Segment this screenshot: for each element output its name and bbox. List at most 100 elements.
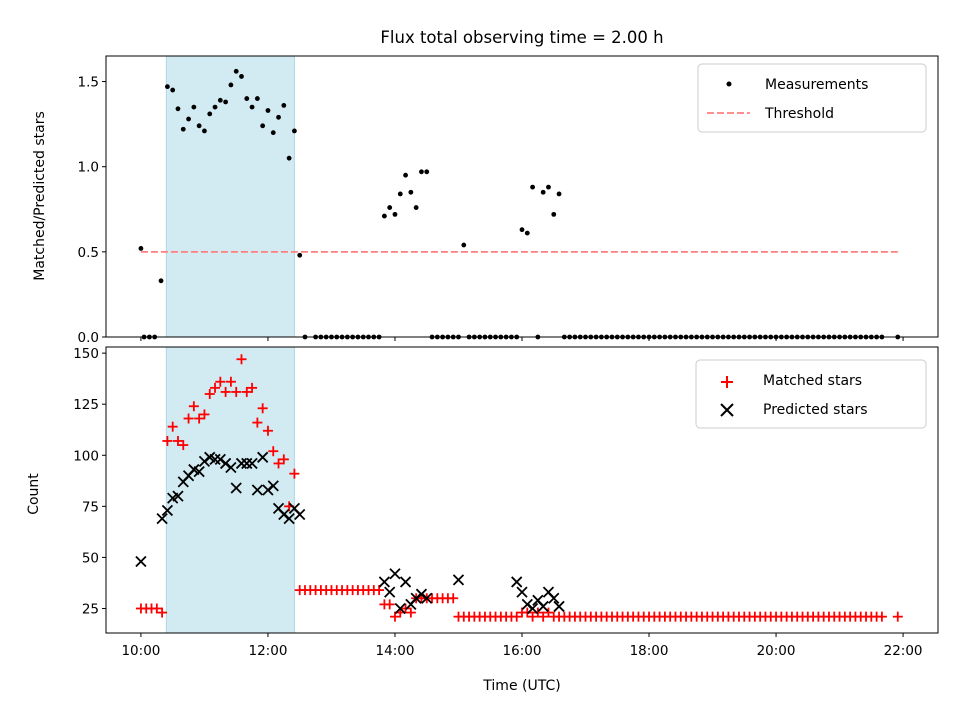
measurement-point xyxy=(699,334,705,340)
measurement-point xyxy=(493,334,498,340)
measurement-point xyxy=(598,334,604,340)
measurement-point xyxy=(847,334,853,340)
legend-measurements-marker xyxy=(726,81,732,87)
matched-star-point xyxy=(876,611,887,622)
measurement-point xyxy=(329,334,334,340)
legend-threshold-label: Threshold xyxy=(764,106,834,122)
measurement-point xyxy=(546,184,551,190)
measurement-point xyxy=(673,334,678,340)
x-tick-label: 16:00 xyxy=(503,643,542,659)
measurement-point xyxy=(180,126,186,132)
measurement-point xyxy=(461,242,467,248)
measurement-point xyxy=(540,189,546,195)
measurement-point xyxy=(397,191,403,197)
measurement-point xyxy=(339,334,345,340)
measurement-point xyxy=(588,334,594,340)
predicted-star-point xyxy=(135,555,147,568)
matched-star-point xyxy=(215,376,226,387)
measurement-point xyxy=(212,104,218,110)
measurement-point xyxy=(498,334,504,340)
measurement-point xyxy=(244,96,250,101)
predicted-star-point xyxy=(294,508,306,521)
measurement-point xyxy=(720,334,726,340)
measurement-point xyxy=(651,334,657,340)
measurement-point xyxy=(736,334,742,340)
measurement-point xyxy=(482,334,488,340)
measurement-point xyxy=(556,191,562,197)
measurement-point xyxy=(471,334,477,340)
measurement-point xyxy=(662,334,668,340)
matched-star-point xyxy=(268,446,279,457)
measurement-point xyxy=(741,334,747,340)
measurement-point xyxy=(858,334,864,340)
matched-star-point xyxy=(241,386,252,397)
predicted-star-point xyxy=(193,465,205,478)
matched-star-point xyxy=(262,425,273,436)
bottom-legend: Matched stars Predicted stars xyxy=(695,359,927,429)
y-tick-label: 25 xyxy=(82,601,99,617)
matched-star-point xyxy=(204,388,215,399)
measurement-point xyxy=(583,334,588,340)
measurement-point xyxy=(614,334,620,340)
bottom-shaded-region xyxy=(165,346,295,634)
measurement-point xyxy=(228,82,234,88)
measurement-point xyxy=(768,334,774,340)
matched-star-point xyxy=(172,435,183,446)
matched-star-point xyxy=(257,403,268,414)
matched-star-point xyxy=(178,440,189,451)
measurement-point xyxy=(355,334,361,340)
measurement-point xyxy=(821,334,827,340)
measurement-point xyxy=(387,205,393,210)
measurement-point xyxy=(778,334,784,340)
measurement-point xyxy=(694,334,700,340)
matched-star-point xyxy=(231,386,242,397)
matched-star-point xyxy=(194,413,205,424)
measurement-point xyxy=(509,334,514,340)
measurement-point xyxy=(784,334,790,340)
figure-title: Flux total observing time = 2.00 h xyxy=(380,28,663,47)
measurement-point xyxy=(366,334,371,340)
matched-star-point xyxy=(289,468,300,479)
predicted-star-point xyxy=(267,480,279,492)
measurement-point xyxy=(141,334,147,340)
measurement-point xyxy=(794,334,800,340)
x-tick-label: 20:00 xyxy=(757,643,796,659)
measurement-point xyxy=(223,99,229,105)
measurement-point xyxy=(863,334,869,340)
measurement-point xyxy=(456,334,461,340)
matched-star-point xyxy=(199,409,210,420)
x-tick-label: 12:00 xyxy=(249,643,288,659)
measurement-point xyxy=(763,334,768,340)
predicted-star-point xyxy=(511,576,523,588)
measurement-point xyxy=(704,334,710,340)
measurement-point xyxy=(561,334,567,340)
y-tick-label: 50 xyxy=(82,550,99,566)
matched-star-point xyxy=(527,611,538,622)
measurement-point xyxy=(805,334,811,340)
measurement-point xyxy=(503,334,509,340)
predicted-star-point xyxy=(452,574,465,586)
measurement-point xyxy=(450,334,456,340)
y-tick-label: 1.0 xyxy=(78,160,99,176)
measurement-point xyxy=(360,334,366,340)
measurement-point xyxy=(276,114,281,120)
matched-star-point xyxy=(188,401,199,412)
bottom-panel: 25 50 75 100 125 150 10:00 12:00 14:00 16:00 18:0… xyxy=(26,346,939,694)
legend-predicted-label: Predicted stars xyxy=(763,402,868,418)
measurement-point xyxy=(789,334,795,340)
measurement-point xyxy=(477,334,483,340)
matched-star-point xyxy=(405,607,416,618)
predicted-star-point xyxy=(225,461,237,474)
predicted-star-point xyxy=(283,512,295,525)
measurement-point xyxy=(376,334,382,340)
measurement-point xyxy=(424,169,430,175)
measurement-point xyxy=(392,211,398,217)
top-y-ticks: 0.0 0.5 1.0 1.5 xyxy=(78,75,106,346)
matched-star-point xyxy=(247,382,258,393)
top-legend: Measurements Threshold xyxy=(697,63,927,133)
top-panel: 0.0 0.5 1.0 1.5 Matched/Predicted stars Mea… xyxy=(32,55,939,346)
measurement-point xyxy=(657,334,663,340)
measurement-points xyxy=(138,68,901,340)
measurement-point xyxy=(260,123,266,129)
measurement-point xyxy=(445,334,451,340)
